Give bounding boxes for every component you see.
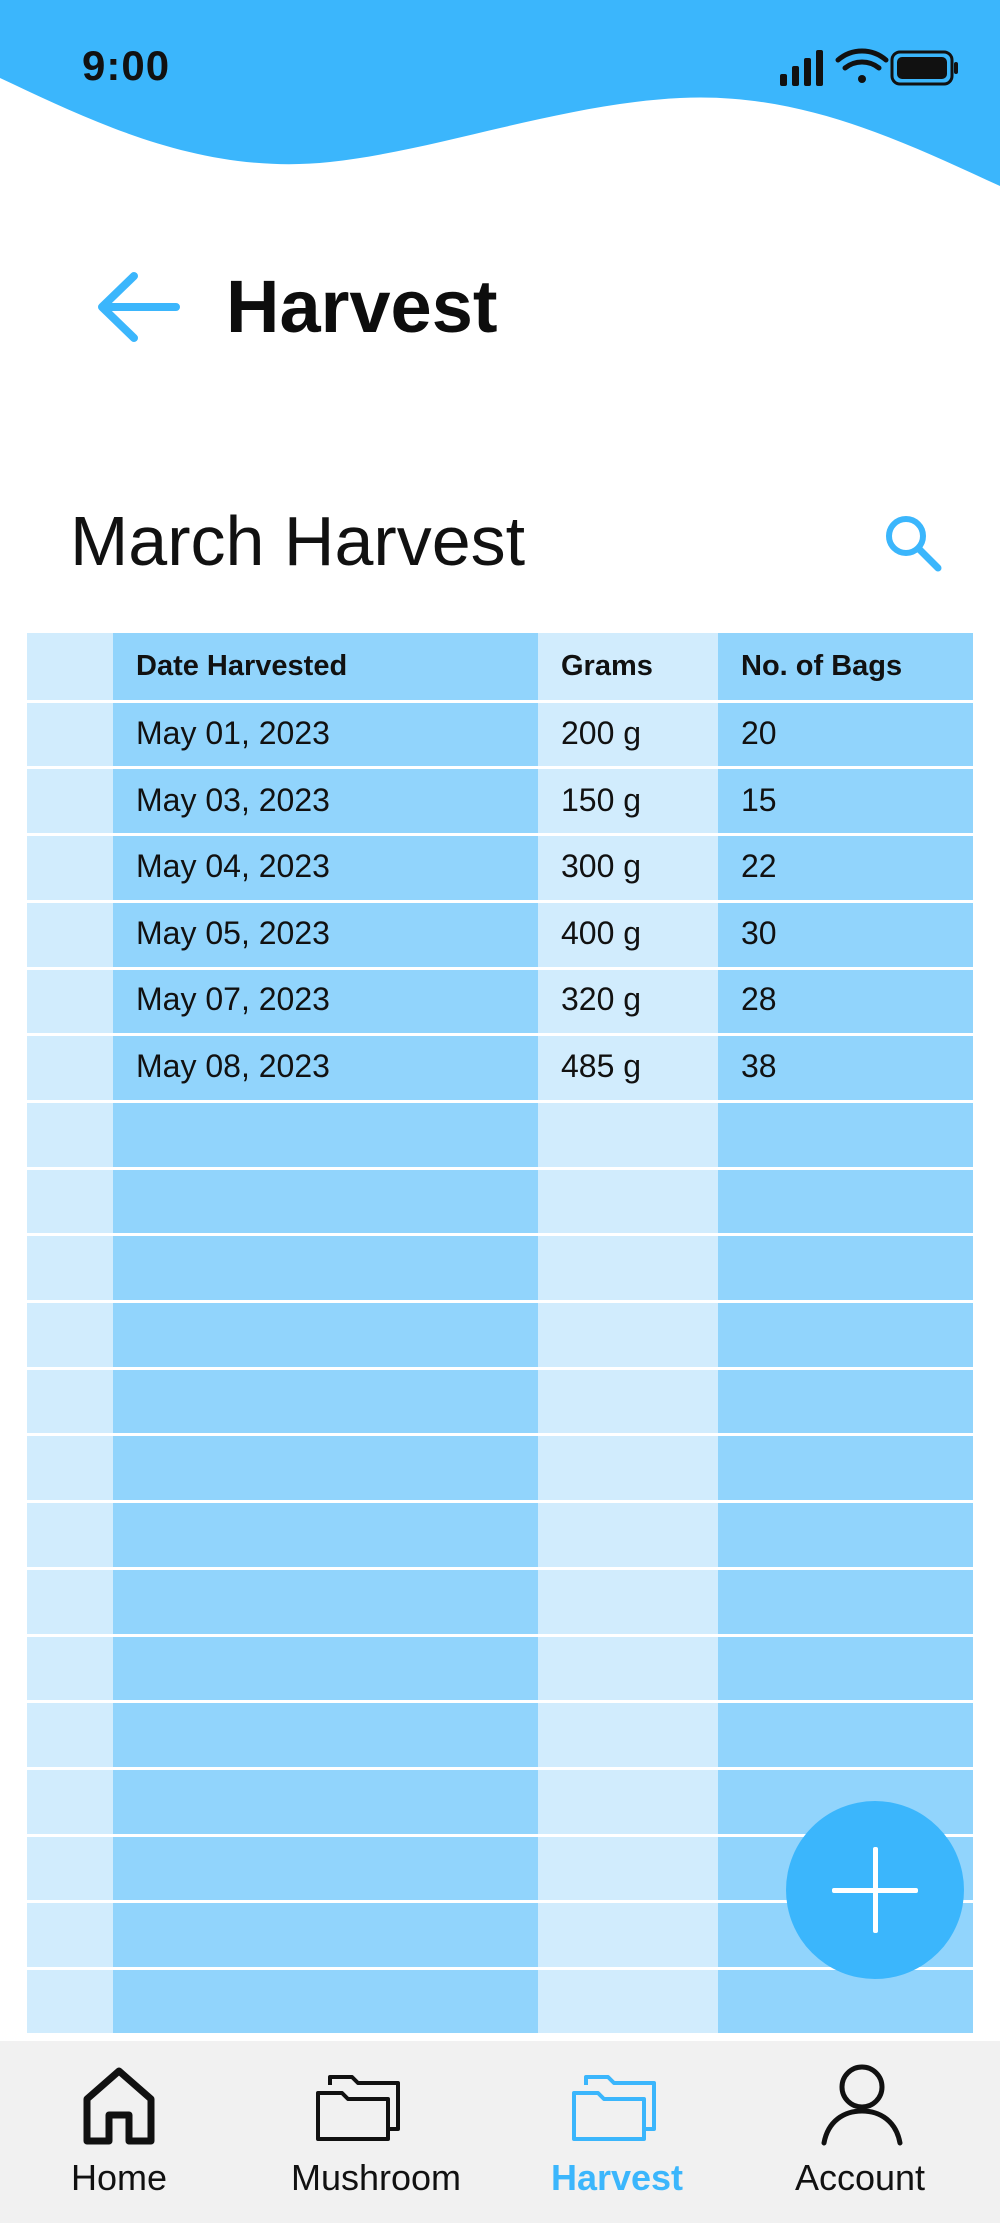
status-icons <box>780 48 958 86</box>
search-icon <box>886 516 942 572</box>
search-button[interactable] <box>880 510 944 574</box>
bottom-navigation: Home Mushroom Harvest Account <box>0 2041 1000 2223</box>
wifi-icon <box>835 48 889 83</box>
back-button[interactable] <box>92 262 182 352</box>
nav-item-mushroom[interactable]: Mushroom <box>238 2041 514 2223</box>
row-divider <box>27 1767 973 1770</box>
cell-bags: 38 <box>741 1048 777 1084</box>
cell-bags: 20 <box>741 715 777 751</box>
status-time: 9:00 <box>82 42 171 89</box>
header-no-of-bags: No. of Bags <box>741 650 903 682</box>
cell-bags: 30 <box>741 915 777 951</box>
cell-date: May 03, 2023 <box>136 782 330 818</box>
nav-label-harvest: Harvest <box>550 2157 684 2198</box>
cell-grams: 150 g <box>561 782 642 818</box>
table-column-grams <box>538 633 718 2033</box>
row-divider <box>27 833 973 836</box>
section-title: March Harvest <box>70 502 526 580</box>
header-date-harvested: Date Harvested <box>136 650 348 682</box>
row-divider <box>27 967 973 970</box>
row-divider <box>27 766 973 769</box>
row-divider <box>27 1834 973 1837</box>
nav-item-harvest[interactable]: Harvest <box>514 2041 720 2223</box>
row-divider <box>27 1233 973 1236</box>
nav-item-home[interactable]: Home <box>0 2041 238 2223</box>
row-divider <box>27 1433 973 1436</box>
cell-bags: 22 <box>741 848 777 884</box>
cell-date: May 08, 2023 <box>136 1048 330 1084</box>
table-column-index <box>27 633 113 2033</box>
battery-icon <box>890 50 958 86</box>
cell-grams: 300 g <box>561 848 642 884</box>
row-divider <box>27 1567 973 1570</box>
cell-bags: 28 <box>741 981 777 1017</box>
nav-label-mushroom: Mushroom <box>290 2157 462 2198</box>
row-divider <box>27 900 973 903</box>
row-divider <box>27 1033 973 1036</box>
row-divider <box>27 1634 973 1637</box>
table-column-bags <box>718 633 973 2033</box>
table-column-date <box>113 633 538 2033</box>
home-icon <box>83 2067 155 2145</box>
nav-label-account: Account <box>794 2157 926 2198</box>
row-divider <box>27 1900 973 1903</box>
cell-date: May 05, 2023 <box>136 915 330 951</box>
header-grams: Grams <box>561 650 653 682</box>
plus-icon-vertical <box>873 1847 878 1933</box>
row-divider <box>27 1500 973 1503</box>
nav-item-account[interactable]: Account <box>720 2041 1000 2223</box>
folder-icon <box>316 2075 400 2141</box>
cell-grams: 485 g <box>561 1048 642 1084</box>
cell-date: May 07, 2023 <box>136 981 330 1017</box>
row-divider <box>27 700 973 703</box>
folder-icon <box>572 2075 656 2141</box>
user-icon <box>821 2064 903 2146</box>
signal-icon <box>780 50 823 86</box>
arrow-left-icon <box>98 272 180 342</box>
cell-date: May 01, 2023 <box>136 715 330 751</box>
cell-grams: 200 g <box>561 715 642 751</box>
row-divider <box>27 1167 973 1170</box>
page-title: Harvest <box>226 265 498 348</box>
row-divider <box>27 1700 973 1703</box>
nav-label-home: Home <box>70 2157 168 2198</box>
add-harvest-button[interactable] <box>786 1801 964 1979</box>
harvest-table: Date Harvested Grams No. of Bags May 01,… <box>27 633 973 2033</box>
row-divider <box>27 1967 973 1970</box>
cell-date: May 04, 2023 <box>136 848 330 884</box>
row-divider <box>27 1100 973 1103</box>
cell-grams: 400 g <box>561 915 642 951</box>
row-divider <box>27 1367 973 1370</box>
row-divider <box>27 1300 973 1303</box>
cell-bags: 15 <box>741 782 777 818</box>
status-bar-background <box>0 0 1000 186</box>
cell-grams: 320 g <box>561 981 642 1017</box>
